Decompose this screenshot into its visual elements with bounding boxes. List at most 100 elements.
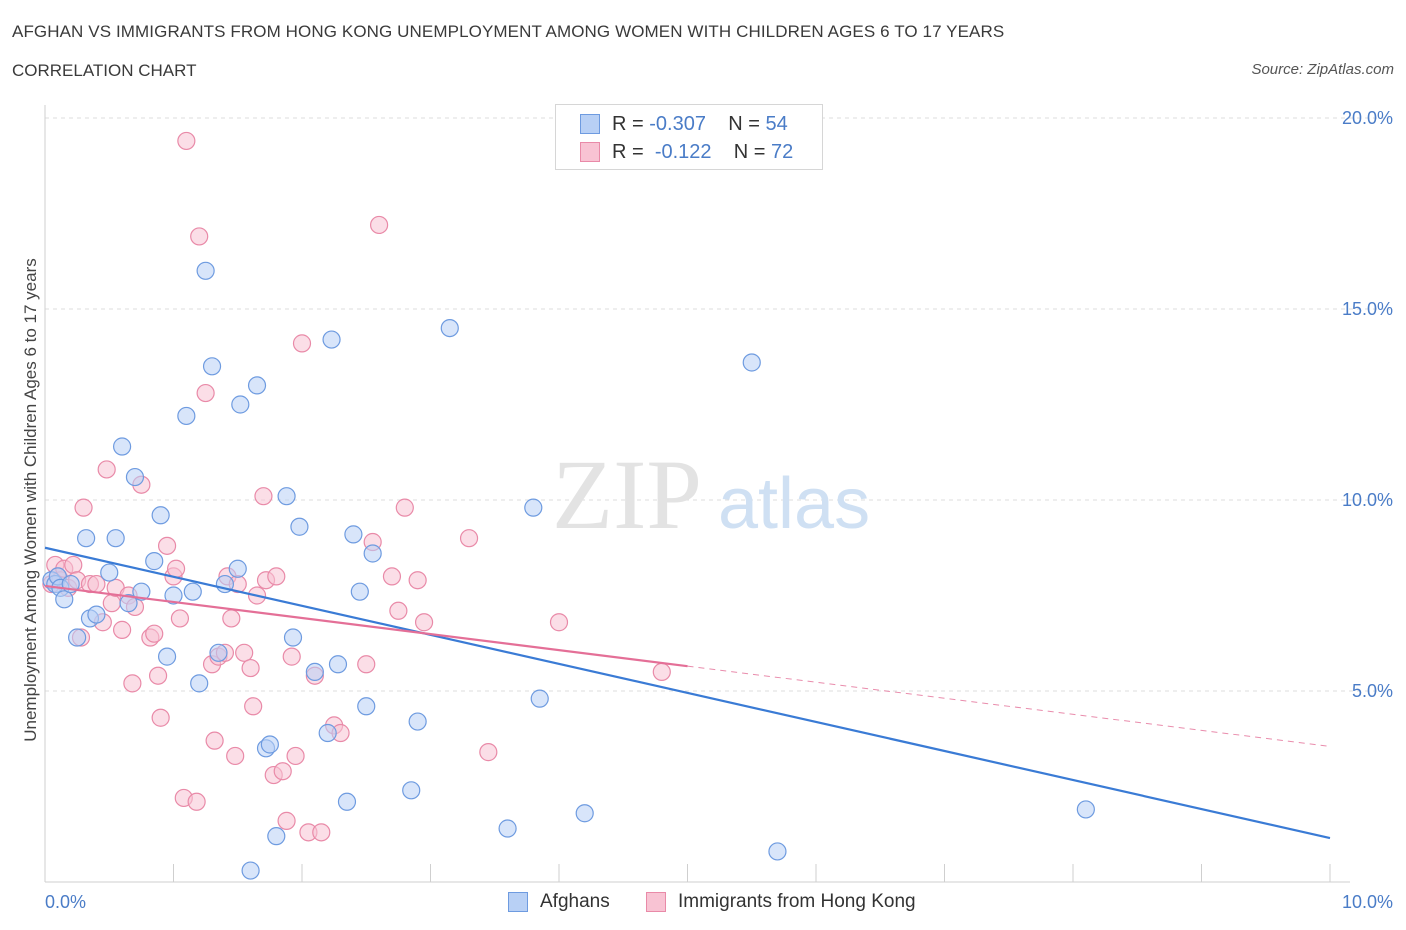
axes xyxy=(44,105,1350,883)
y-tick-label: 5.0% xyxy=(1352,681,1393,701)
hong-kong-point xyxy=(479,743,498,762)
y-tick-label: 20.0% xyxy=(1342,108,1393,128)
afghans-point xyxy=(55,590,74,609)
hong-kong-point xyxy=(395,498,414,517)
legend-item-afghans: Afghans xyxy=(508,889,610,915)
afghans-point xyxy=(363,544,382,563)
hong-kong-point xyxy=(389,601,408,620)
hong-kong-point xyxy=(273,762,292,781)
hong-kong-point xyxy=(148,666,168,685)
hong-kong-trend-extension xyxy=(687,665,1331,747)
hong-kong-point xyxy=(145,624,164,643)
afghans-point xyxy=(119,594,138,613)
watermark-zip: ZIP xyxy=(552,439,702,550)
hong-kong-point xyxy=(151,708,170,727)
afghans-point xyxy=(183,582,202,601)
hong-kong-point xyxy=(357,655,376,674)
hong-kong-point xyxy=(187,792,206,811)
hong-kong-legend-swatch xyxy=(646,892,666,912)
y-tick-label: 15.0% xyxy=(1342,299,1393,319)
afghans-point xyxy=(524,498,543,517)
afghans-point xyxy=(106,529,125,548)
afghans-point xyxy=(318,723,337,743)
afghans-point xyxy=(157,647,177,666)
afghans-point xyxy=(498,819,517,838)
afghans-point xyxy=(290,517,309,536)
hong-kong-point xyxy=(382,567,402,586)
x-tick-label: 0.0% xyxy=(45,892,86,912)
hong-kong-point xyxy=(312,823,331,842)
hong-kong-point xyxy=(123,674,142,693)
afghans-point xyxy=(87,605,106,624)
afghans-point xyxy=(68,628,87,647)
afghans-point xyxy=(145,552,164,571)
y-axis-label: Unemployment Among Women with Children A… xyxy=(21,258,40,742)
n-label: N = xyxy=(733,140,766,163)
afghans-swatch xyxy=(580,114,600,134)
afghans-point xyxy=(260,735,279,754)
hong-kong-point xyxy=(241,658,260,678)
hong-kong-point xyxy=(166,559,186,578)
afghans-point xyxy=(100,563,119,582)
chart-title: AFGHAN VS IMMIGRANTS FROM HONG KONG UNEM… xyxy=(12,22,1005,41)
afghans-point xyxy=(267,827,286,846)
hong-kong-point xyxy=(226,746,245,766)
afghans-point xyxy=(322,330,341,349)
hong-kong-point xyxy=(277,811,296,830)
stats-legend: R = -0.307 N = 54 R = -0.122 N = 72 xyxy=(555,104,823,170)
hong-kong-point xyxy=(64,555,83,575)
afghans-legend-swatch xyxy=(508,892,528,912)
hong-kong-point xyxy=(408,571,427,590)
hong-kong-point xyxy=(177,131,196,151)
afghans-point xyxy=(328,655,348,674)
afghans-point xyxy=(1076,800,1095,819)
hong-kong-point xyxy=(205,731,224,750)
afghans-point xyxy=(530,689,549,708)
hong-kong-point xyxy=(370,215,389,235)
afghans-point xyxy=(151,506,170,525)
hong-kong-point xyxy=(652,662,671,682)
tick-labels: 5.0% 10.0% 15.0% 20.0% 0.0% 10.0% xyxy=(45,108,1393,912)
hong-kong-point xyxy=(244,697,263,716)
hong-kong-point xyxy=(267,567,286,586)
hong-kong-point xyxy=(170,609,190,628)
watermark: ZIP atlas xyxy=(552,439,870,550)
chart-subtitle: CORRELATION CHART xyxy=(12,61,197,80)
hong-kong-point xyxy=(282,647,301,666)
source-credit: Source: ZipAtlas.com xyxy=(1251,61,1394,78)
hong-kong-point xyxy=(157,536,177,555)
afghans-point xyxy=(768,842,787,861)
hong-kong-r-value: -0.122 xyxy=(654,140,712,163)
watermark-atlas: atlas xyxy=(718,464,870,544)
afghans-point xyxy=(344,525,363,544)
afghans-point xyxy=(742,353,761,372)
afghans-point xyxy=(241,861,260,880)
afghans-point xyxy=(112,437,132,456)
x-tick-label: 10.0% xyxy=(1342,892,1393,912)
hong-kong-point xyxy=(196,383,215,403)
hong-kong-point xyxy=(112,620,132,639)
afghans-point xyxy=(305,662,324,682)
afghans-r-value: -0.307 xyxy=(649,112,706,135)
r-label: R = xyxy=(612,140,644,163)
hong-kong-point xyxy=(74,498,93,517)
n-label: N = xyxy=(728,112,760,135)
afghans-point xyxy=(202,357,222,376)
afghans-point xyxy=(337,792,357,811)
afghans-point xyxy=(440,319,459,338)
trend-lines xyxy=(44,546,1331,840)
afghans-point xyxy=(125,467,145,487)
afghans-point xyxy=(402,781,421,800)
afghans-point xyxy=(350,582,369,601)
hong-kong-point xyxy=(286,746,305,766)
legend-row-hong-kong: R = -0.122 N = 72 xyxy=(580,138,793,166)
hong-kong-point xyxy=(254,487,273,506)
series-afghans-points xyxy=(42,261,1095,880)
hong-kong-point xyxy=(97,460,116,479)
y-tick-label: 10.0% xyxy=(1342,490,1393,510)
hong-kong-point xyxy=(549,613,569,632)
legend-item-hong-kong: Immigrants from Hong Kong xyxy=(646,889,916,915)
afghans-point xyxy=(177,406,196,426)
afghans-point xyxy=(196,261,215,280)
